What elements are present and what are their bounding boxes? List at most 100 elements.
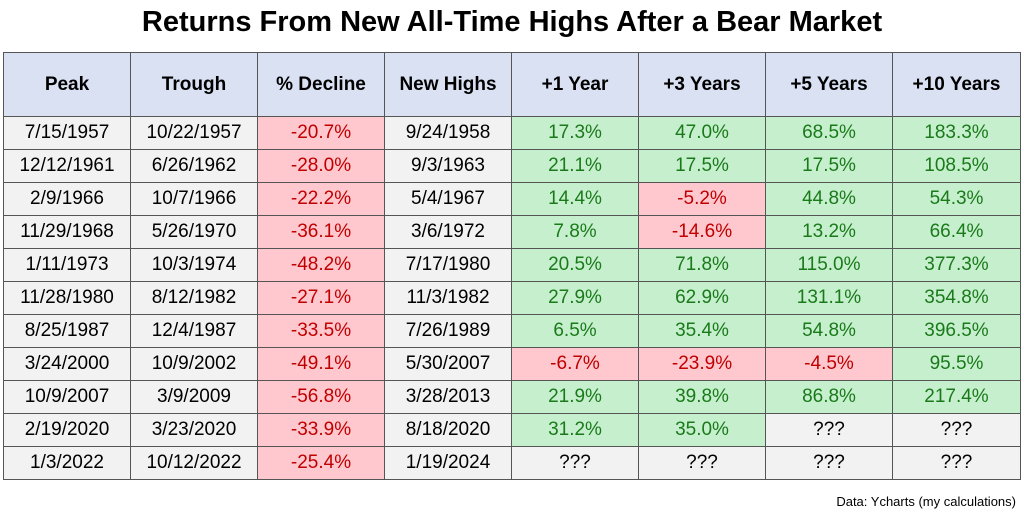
table-cell: 12/12/1961 bbox=[3, 149, 131, 183]
table-cell: 39.8% bbox=[638, 380, 766, 414]
table-cell: 20.5% bbox=[511, 248, 639, 282]
table-cell: 35.0% bbox=[638, 413, 766, 447]
table-cell: 21.9% bbox=[511, 380, 639, 414]
table-cell: 9/24/1958 bbox=[384, 116, 512, 150]
table-cell: 54.8% bbox=[765, 314, 893, 348]
table-cell: 3/23/2020 bbox=[130, 413, 258, 447]
column-header: +10 Years bbox=[892, 52, 1021, 117]
table-cell: 14.4% bbox=[511, 182, 639, 216]
table-row: 12/12/1961 6/26/1962 -28.0% 9/3/1963 21.1% 17… bbox=[3, 149, 1021, 183]
table-body: 7/15/1957 10/22/1957 -20.7% 9/24/1958 17.3% 4… bbox=[3, 116, 1021, 480]
table-cell: 1/19/2024 bbox=[384, 446, 512, 480]
table-cell: -20.7% bbox=[257, 116, 385, 150]
table-cell: 5/30/2007 bbox=[384, 347, 512, 381]
table-cell: 2/19/2020 bbox=[3, 413, 131, 447]
table-cell: 7.8% bbox=[511, 215, 639, 249]
table-cell: 11/3/1982 bbox=[384, 281, 512, 315]
table-cell: 217.4% bbox=[892, 380, 1021, 414]
table-cell: 377.3% bbox=[892, 248, 1021, 282]
table-cell: 10/3/1974 bbox=[130, 248, 258, 282]
table-cell: 10/22/1957 bbox=[130, 116, 258, 150]
table-cell: 17.3% bbox=[511, 116, 639, 150]
table-cell: -4.5% bbox=[765, 347, 893, 381]
table-cell: -22.2% bbox=[257, 182, 385, 216]
table-cell: 27.9% bbox=[511, 281, 639, 315]
table-cell: -33.9% bbox=[257, 413, 385, 447]
table-cell: -25.4% bbox=[257, 446, 385, 480]
table-cell: 10/9/2002 bbox=[130, 347, 258, 381]
table-cell: 17.5% bbox=[638, 149, 766, 183]
table-row: 7/15/1957 10/22/1957 -20.7% 9/24/1958 17.3% 4… bbox=[3, 116, 1021, 150]
table-cell: 44.8% bbox=[765, 182, 893, 216]
table-cell: ??? bbox=[892, 446, 1021, 480]
table-cell: 47.0% bbox=[638, 116, 766, 150]
table-row: 10/9/2007 3/9/2009 -56.8% 3/28/2013 21.9% 39.… bbox=[3, 380, 1021, 414]
table-row: 1/3/2022 10/12/2022 -25.4% 1/19/2024???????… bbox=[3, 446, 1021, 480]
header-row: Peak Trough% Decline New Highs +1 Year +3 Ye… bbox=[3, 52, 1021, 117]
table-cell: 3/28/2013 bbox=[384, 380, 512, 414]
table-header: Peak Trough% Decline New Highs +1 Year +3 Ye… bbox=[3, 52, 1021, 117]
table-cell: 9/3/1963 bbox=[384, 149, 512, 183]
table-cell: 6/26/1962 bbox=[130, 149, 258, 183]
table-cell: 6.5% bbox=[511, 314, 639, 348]
table-cell: 12/4/1987 bbox=[130, 314, 258, 348]
table-cell: ??? bbox=[511, 446, 639, 480]
table-row: 11/28/1980 8/12/1982 -27.1% 11/3/1982 27.9% 6… bbox=[3, 281, 1021, 315]
table-row: 11/29/1968 5/26/1970 -36.1% 3/6/1972 7.8% -14… bbox=[3, 215, 1021, 249]
column-header: +5 Years bbox=[765, 52, 893, 117]
table-cell: 86.8% bbox=[765, 380, 893, 414]
table-cell: 11/28/1980 bbox=[3, 281, 131, 315]
table-cell: 68.5% bbox=[765, 116, 893, 150]
table-cell: -48.2% bbox=[257, 248, 385, 282]
table-row: 8/25/1987 12/4/1987 -33.5% 7/26/1989 6.5% 35.… bbox=[3, 314, 1021, 348]
table-cell: 31.2% bbox=[511, 413, 639, 447]
table-cell: -14.6% bbox=[638, 215, 766, 249]
column-header: +1 Year bbox=[511, 52, 639, 117]
table-cell: 54.3% bbox=[892, 182, 1021, 216]
table-cell: 35.4% bbox=[638, 314, 766, 348]
table-cell: 108.5% bbox=[892, 149, 1021, 183]
table-cell: 1/3/2022 bbox=[3, 446, 131, 480]
table-cell: 183.3% bbox=[892, 116, 1021, 150]
table-cell: 8/12/1982 bbox=[130, 281, 258, 315]
table-cell: -23.9% bbox=[638, 347, 766, 381]
table-cell: 3/9/2009 bbox=[130, 380, 258, 414]
table-cell: ??? bbox=[638, 446, 766, 480]
column-header: Trough bbox=[130, 52, 258, 117]
table-cell: 8/18/2020 bbox=[384, 413, 512, 447]
chart-title: Returns From New All-Time Highs After a … bbox=[141, 6, 883, 38]
table-cell: 1/11/1973 bbox=[3, 248, 131, 282]
table-row: 2/19/2020 3/23/2020 -33.9% 8/18/2020 31.2% 35… bbox=[3, 413, 1021, 447]
column-header: New Highs bbox=[384, 52, 512, 117]
table-cell: -49.1% bbox=[257, 347, 385, 381]
table-cell: -56.8% bbox=[257, 380, 385, 414]
table-cell: 10/7/1966 bbox=[130, 182, 258, 216]
table-cell: 71.8% bbox=[638, 248, 766, 282]
table-cell: ??? bbox=[765, 413, 893, 447]
table-row: 3/24/2000 10/9/2002 -49.1% 5/30/2007 -6.7% -2… bbox=[3, 347, 1021, 381]
table-cell: 5/4/1967 bbox=[384, 182, 512, 216]
table-cell: 3/6/1972 bbox=[384, 215, 512, 249]
returns-table: Peak Trough% Decline New Highs +1 Year +3 Ye… bbox=[3, 52, 1021, 480]
table-cell: 17.5% bbox=[765, 149, 893, 183]
table-cell: 131.1% bbox=[765, 281, 893, 315]
table-cell: 7/26/1989 bbox=[384, 314, 512, 348]
table-cell: -36.1% bbox=[257, 215, 385, 249]
table-cell: 13.2% bbox=[765, 215, 893, 249]
table-cell: 5/26/1970 bbox=[130, 215, 258, 249]
table-cell: -33.5% bbox=[257, 314, 385, 348]
table-cell: 8/25/1987 bbox=[3, 314, 131, 348]
table-cell: -28.0% bbox=[257, 149, 385, 183]
table-cell: 7/17/1980 bbox=[384, 248, 512, 282]
table-row: 1/11/1973 10/3/1974 -48.2% 7/17/1980 20.5% 71… bbox=[3, 248, 1021, 282]
table-row: 2/9/1966 10/7/1966 -22.2% 5/4/1967 14.4% -5.2… bbox=[3, 182, 1021, 216]
table-cell: 396.5% bbox=[892, 314, 1021, 348]
table-cell: 7/15/1957 bbox=[3, 116, 131, 150]
table-cell: 354.8% bbox=[892, 281, 1021, 315]
table-cell: -27.1% bbox=[257, 281, 385, 315]
table-cell: 95.5% bbox=[892, 347, 1021, 381]
column-header: +3 Years bbox=[638, 52, 766, 117]
table-cell: 3/24/2000 bbox=[3, 347, 131, 381]
table-cell: 2/9/1966 bbox=[3, 182, 131, 216]
table-cell: 21.1% bbox=[511, 149, 639, 183]
